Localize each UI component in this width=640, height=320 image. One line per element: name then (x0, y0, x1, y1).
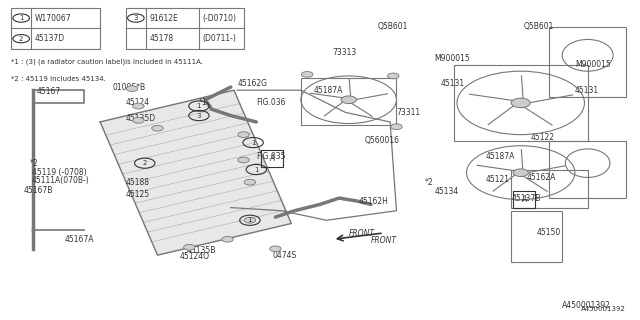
Text: 45178: 45178 (149, 34, 173, 43)
Text: Q560016: Q560016 (365, 136, 399, 146)
Text: *2 : 45119 includes 45134.: *2 : 45119 includes 45134. (11, 76, 106, 82)
Text: 2: 2 (19, 36, 23, 42)
Text: 2: 2 (143, 160, 147, 166)
Text: 45121: 45121 (486, 174, 509, 184)
Text: 45162A: 45162A (527, 173, 556, 182)
Text: 45167B: 45167B (24, 186, 53, 195)
Text: 0100S*B: 0100S*B (113, 83, 146, 92)
Text: 1: 1 (196, 103, 201, 109)
Text: W170067: W170067 (35, 13, 71, 22)
Text: 91612E: 91612E (149, 13, 178, 22)
Bar (454, 65, 588, 141)
Text: 3: 3 (196, 113, 201, 119)
Circle shape (132, 117, 144, 123)
Bar (511, 170, 588, 208)
Text: A: A (269, 154, 275, 163)
Text: 1: 1 (254, 166, 259, 172)
Text: 3: 3 (134, 15, 138, 21)
Polygon shape (100, 90, 291, 255)
Circle shape (222, 236, 234, 242)
Text: 45119 (-0708): 45119 (-0708) (32, 168, 86, 177)
Text: A: A (522, 195, 527, 204)
Text: 73313: 73313 (333, 48, 357, 57)
Circle shape (513, 169, 529, 177)
Bar (11, 8, 100, 49)
Text: 45122: 45122 (531, 133, 554, 142)
Text: FRONT: FRONT (371, 236, 397, 245)
Text: 45187A: 45187A (486, 152, 515, 161)
Text: 73311: 73311 (396, 108, 420, 117)
Text: *1 : (3) (a radiator caution label)is included in 45111A.: *1 : (3) (a radiator caution label)is in… (11, 59, 203, 65)
Text: 45134: 45134 (435, 187, 459, 196)
Text: 45111A(070B-): 45111A(070B-) (32, 176, 90, 185)
Text: 1: 1 (19, 15, 24, 21)
Bar (513, 191, 535, 208)
Text: (D0711-): (D0711-) (202, 34, 236, 43)
Text: 45167A: 45167A (65, 235, 95, 244)
Text: 45131: 45131 (575, 86, 599, 95)
Text: 45125: 45125 (125, 190, 150, 199)
Text: *2: *2 (30, 159, 38, 168)
Circle shape (269, 246, 281, 252)
Bar (549, 141, 626, 198)
Text: Q5B601: Q5B601 (524, 22, 554, 31)
Text: 1: 1 (251, 140, 255, 146)
Text: M900015: M900015 (575, 60, 611, 69)
Circle shape (301, 71, 313, 77)
Text: 45124: 45124 (125, 99, 150, 108)
Text: FIG.036: FIG.036 (256, 99, 286, 108)
Text: *1: *1 (199, 99, 207, 108)
Text: 45135B: 45135B (186, 246, 216, 255)
Circle shape (244, 179, 255, 185)
Text: FRONT: FRONT (348, 229, 374, 238)
Circle shape (388, 73, 399, 79)
Text: 45150: 45150 (537, 228, 561, 237)
Text: 1: 1 (248, 217, 252, 223)
Text: Q5B601: Q5B601 (378, 22, 408, 31)
Circle shape (152, 125, 163, 131)
Text: 45124O: 45124O (180, 252, 210, 261)
Bar (549, 27, 626, 97)
Text: *2: *2 (425, 178, 434, 187)
Text: FIG.035: FIG.035 (256, 152, 286, 161)
Circle shape (511, 98, 531, 108)
Bar (125, 8, 244, 49)
Text: 45162H: 45162H (358, 197, 388, 206)
Text: 45135D: 45135D (125, 114, 156, 123)
Text: M900015: M900015 (435, 54, 470, 63)
Text: A450001392: A450001392 (581, 306, 626, 312)
Circle shape (126, 86, 138, 92)
Bar (301, 77, 396, 125)
Text: 45187A: 45187A (314, 86, 343, 95)
Circle shape (391, 124, 402, 130)
Text: 45188: 45188 (125, 178, 150, 187)
Text: 45131: 45131 (441, 79, 465, 88)
Circle shape (244, 217, 255, 223)
Text: 45162G: 45162G (237, 79, 267, 88)
Text: A450001392: A450001392 (562, 301, 611, 310)
Text: (-D0710): (-D0710) (202, 13, 236, 22)
Text: 45137B: 45137B (511, 194, 541, 203)
Text: 0474S: 0474S (272, 251, 296, 260)
Circle shape (132, 103, 144, 109)
Bar (511, 211, 562, 261)
Text: 45167: 45167 (36, 87, 61, 96)
Circle shape (238, 157, 249, 163)
Text: 45137D: 45137D (35, 34, 65, 43)
Bar (261, 150, 284, 167)
Circle shape (341, 96, 356, 104)
Circle shape (238, 132, 249, 138)
Circle shape (184, 244, 195, 250)
